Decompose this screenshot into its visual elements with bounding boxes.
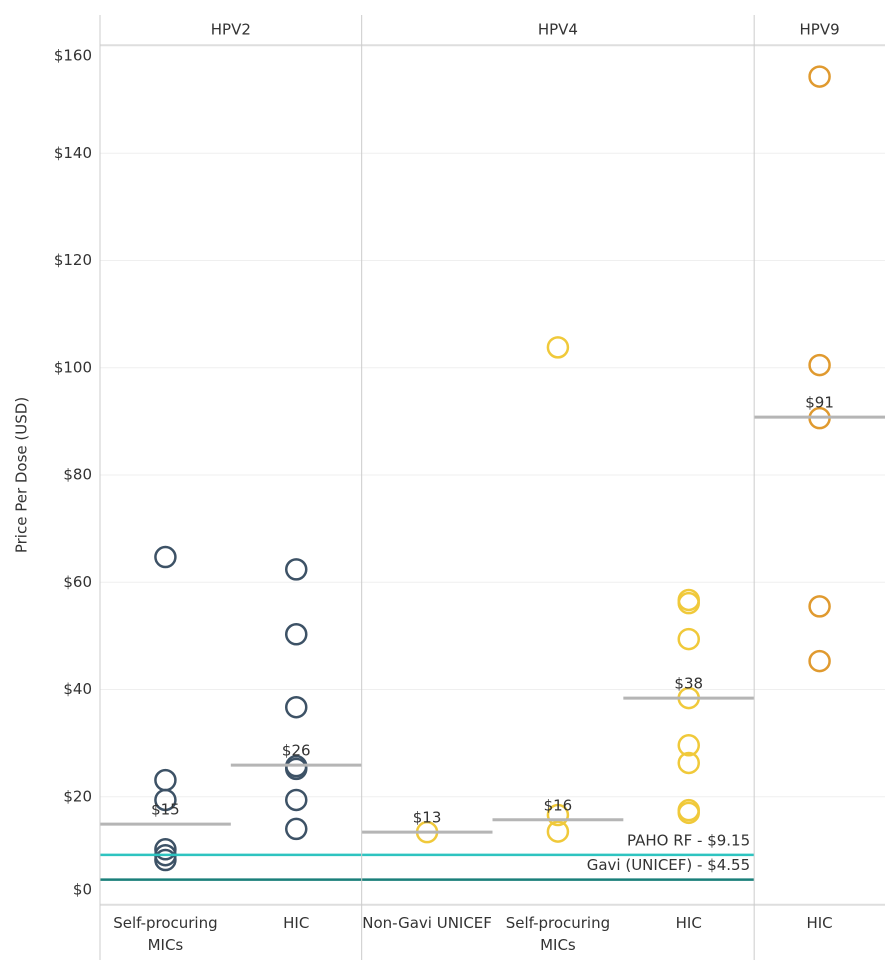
dot	[677, 591, 700, 615]
y-tick-label: $20	[63, 787, 92, 805]
dot	[808, 649, 831, 673]
x-tick-label: HIC	[806, 914, 833, 932]
x-tick-label: Non-Gavi UNICEF	[362, 914, 492, 932]
dot	[677, 734, 700, 757]
x-tick-label: HIC	[283, 914, 310, 932]
panel-header: HPV2	[211, 21, 251, 39]
median-label: $38	[674, 675, 703, 693]
y-tick-label: $0	[73, 881, 92, 899]
median-label: $15	[151, 801, 180, 819]
y-tick-label: $60	[63, 573, 92, 591]
dot	[808, 353, 831, 377]
dot	[285, 788, 308, 812]
x-tick-label: HIC	[675, 914, 702, 932]
dot	[677, 801, 700, 825]
y-tick-label: $80	[63, 466, 92, 484]
y-tick-label: $120	[54, 251, 92, 269]
panel-header: HPV4	[538, 21, 578, 39]
dot	[808, 65, 831, 88]
dot	[154, 848, 177, 872]
dot	[546, 336, 570, 359]
dot	[154, 838, 177, 861]
median-label: $16	[544, 796, 573, 814]
x-tick-label: Self-procuring MICs	[113, 914, 218, 954]
y-tick-label: $40	[63, 680, 92, 698]
dot	[546, 820, 570, 843]
dot	[154, 545, 177, 569]
median-label: $26	[282, 742, 311, 760]
reference-label: Gavi (UNICEF) - $4.55	[587, 856, 750, 874]
y-tick-label: $160	[54, 47, 92, 65]
dot	[808, 595, 831, 618]
dot	[285, 623, 308, 646]
reference-label: PAHO RF - $9.15	[627, 831, 750, 849]
y-tick-label: $140	[54, 144, 92, 162]
dot	[154, 788, 177, 812]
dot	[677, 627, 700, 651]
dot	[285, 558, 308, 581]
median-label: $13	[413, 809, 442, 827]
y-axis-label: Price Per Dose (USD)	[13, 397, 31, 553]
dot	[154, 768, 177, 792]
panel-header: HPV9	[800, 21, 840, 39]
y-tick-label: $100	[54, 358, 92, 376]
dot	[546, 803, 570, 827]
dot	[285, 695, 308, 719]
dot	[677, 751, 700, 775]
dot	[285, 757, 308, 781]
dot	[285, 817, 308, 841]
x-tick-label: Self-procuring MICs	[505, 914, 611, 954]
median-label: $91	[805, 394, 834, 412]
